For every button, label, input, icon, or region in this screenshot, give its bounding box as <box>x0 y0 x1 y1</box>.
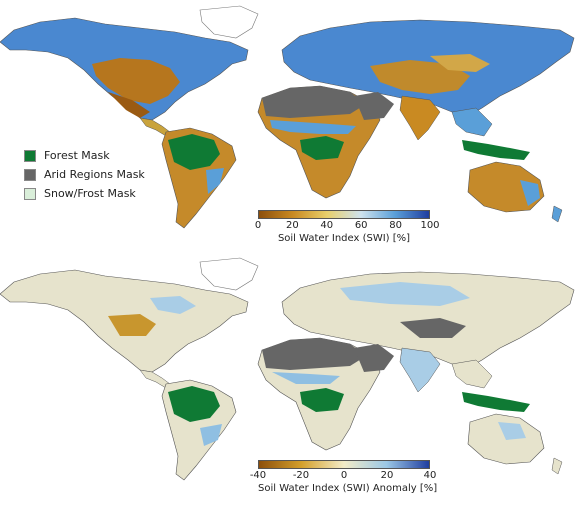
australia <box>467 161 545 213</box>
sahara-arid-mask <box>262 86 366 118</box>
indonesia-forest <box>462 140 530 160</box>
greenland <box>199 5 259 39</box>
legend-item-snow: Snow/Frost Mask <box>24 184 145 203</box>
legend-label-snow: Snow/Frost Mask <box>44 187 136 200</box>
anomaly-tick: 20 <box>380 470 394 481</box>
forest-swatch <box>24 149 36 162</box>
us-plains-dry <box>92 58 180 104</box>
north-america-dry-anomaly <box>108 314 156 336</box>
snow-swatch <box>24 187 36 200</box>
swi-colorbar-ticks: 0 20 40 60 80 100 <box>254 219 440 231</box>
us-mexico-dry <box>108 92 150 118</box>
anomaly-colorbar-title: Soil Water Index (SWI) Anomaly [%] <box>258 483 438 494</box>
southeast-asia <box>451 359 493 389</box>
swi-colorbar-title: Soil Water Index (SWI) [%] <box>277 233 411 244</box>
central-africa-forest <box>300 388 344 412</box>
legend-label-forest: Forest Mask <box>44 149 110 162</box>
anomaly-tick: -40 <box>249 470 267 481</box>
swi-map-panel: Forest Mask Arid Regions Mask Snow/Frost… <box>0 0 575 244</box>
swi-colorbar: 0 20 40 60 80 100 Soil Water Index (SWI)… <box>254 210 440 244</box>
australia-east-wet <box>520 180 540 206</box>
southeast-asia <box>451 107 493 137</box>
indonesia-forest <box>462 392 530 412</box>
legend-label-arid: Arid Regions Mask <box>44 168 145 181</box>
mask-legend: Forest Mask Arid Regions Mask Snow/Frost… <box>24 146 145 203</box>
sahel-wet-anomaly <box>272 372 340 384</box>
swi-tick: 40 <box>320 220 334 231</box>
greenland <box>199 257 259 291</box>
anomaly-tick: -20 <box>292 470 310 481</box>
anomaly-tick: 0 <box>340 470 348 481</box>
swi-tick: 80 <box>389 220 402 231</box>
swi-anomaly-map-panel: -40 -20 0 20 40 Soil Water Index (SWI) A… <box>0 252 575 506</box>
sahel-wet <box>270 120 356 134</box>
south-america-wet-east <box>206 168 224 194</box>
swi-colorbar-gradient <box>258 210 430 219</box>
swi-world-map <box>0 5 575 229</box>
swi-tick: 20 <box>286 220 299 231</box>
australia-wet-anomaly <box>498 422 526 440</box>
amazon-forest <box>168 386 220 422</box>
central-asia-arid-mask <box>400 318 466 338</box>
anomaly-colorbar-gradient <box>258 460 430 469</box>
russia-wet-anomaly <box>340 282 470 306</box>
india <box>399 95 441 141</box>
anomaly-tick: 40 <box>423 470 437 481</box>
canada-wet-anomaly <box>150 296 196 314</box>
swi-anomaly-world-map <box>0 257 575 481</box>
swi-tick: 100 <box>420 220 440 231</box>
swi-tick: 0 <box>254 220 262 231</box>
new-zealand <box>551 205 563 223</box>
legend-item-forest: Forest Mask <box>24 146 145 165</box>
legend-item-arid: Arid Regions Mask <box>24 165 145 184</box>
arid-swatch <box>24 168 36 181</box>
south-america-wet-anomaly <box>200 424 222 446</box>
india <box>399 347 441 393</box>
swi-tick: 60 <box>354 220 368 231</box>
central-asia-dry <box>370 60 470 94</box>
sahara-arid-mask <box>262 338 366 370</box>
arabia-arid-mask <box>354 92 394 120</box>
anomaly-colorbar-ticks: -40 -20 0 20 40 <box>250 469 437 481</box>
anomaly-colorbar: -40 -20 0 20 40 Soil Water Index (SWI) A… <box>250 460 438 494</box>
mongolia-dry <box>430 54 490 72</box>
amazon-forest <box>168 134 220 170</box>
arabia-arid-mask <box>354 344 394 372</box>
central-africa-forest <box>300 136 344 160</box>
new-zealand <box>551 457 563 475</box>
